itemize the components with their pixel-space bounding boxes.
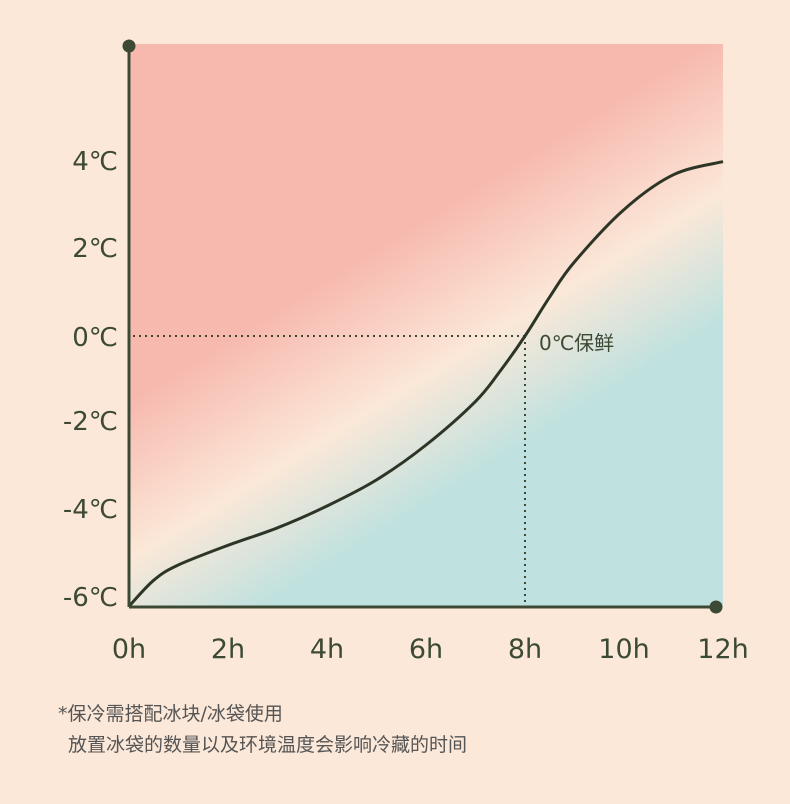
temperature-chart: 4℃ 2℃ 0℃ -2℃ -4℃ -6℃ 0h 2h 4h 6h 8h 10h 12h 0℃保鲜 bbox=[63, 39, 749, 665]
annotations: 0℃保鲜 bbox=[539, 331, 614, 355]
y-axis-end-dot bbox=[122, 39, 136, 53]
y-tick-label: -2℃ bbox=[63, 407, 118, 437]
y-tick-labels: 4℃ 2℃ 0℃ -2℃ -4℃ -6℃ bbox=[63, 147, 118, 613]
temperature-curve bbox=[127, 160, 724, 608]
x-tick-label: 12h bbox=[697, 634, 748, 665]
y-tick-label: 0℃ bbox=[72, 323, 118, 353]
x-tick-label: 4h bbox=[310, 634, 344, 665]
plot-background bbox=[129, 44, 723, 607]
axes bbox=[122, 39, 723, 614]
x-tick-label: 0h bbox=[112, 634, 146, 665]
y-tick-label: -4℃ bbox=[63, 495, 118, 525]
x-tick-label: 6h bbox=[409, 634, 443, 665]
y-tick-label: 4℃ bbox=[72, 147, 118, 177]
usage-note-detail: 放置冰袋的数量以及环境温度会影响冷藏的时间 bbox=[68, 734, 468, 756]
y-tick-label: 2℃ bbox=[72, 234, 118, 264]
x-tick-label: 8h bbox=[508, 634, 542, 665]
x-axis-end-dot bbox=[709, 600, 723, 614]
usage-note: *保冷需搭配冰块/冰袋使用 bbox=[58, 703, 283, 725]
x-tick-label: 10h bbox=[598, 634, 649, 665]
x-tick-labels: 0h 2h 4h 6h 8h 10h 12h bbox=[112, 634, 749, 665]
annotation-label: 0℃保鲜 bbox=[539, 331, 614, 355]
x-tick-label: 2h bbox=[211, 634, 245, 665]
y-tick-label: -6℃ bbox=[63, 583, 118, 613]
